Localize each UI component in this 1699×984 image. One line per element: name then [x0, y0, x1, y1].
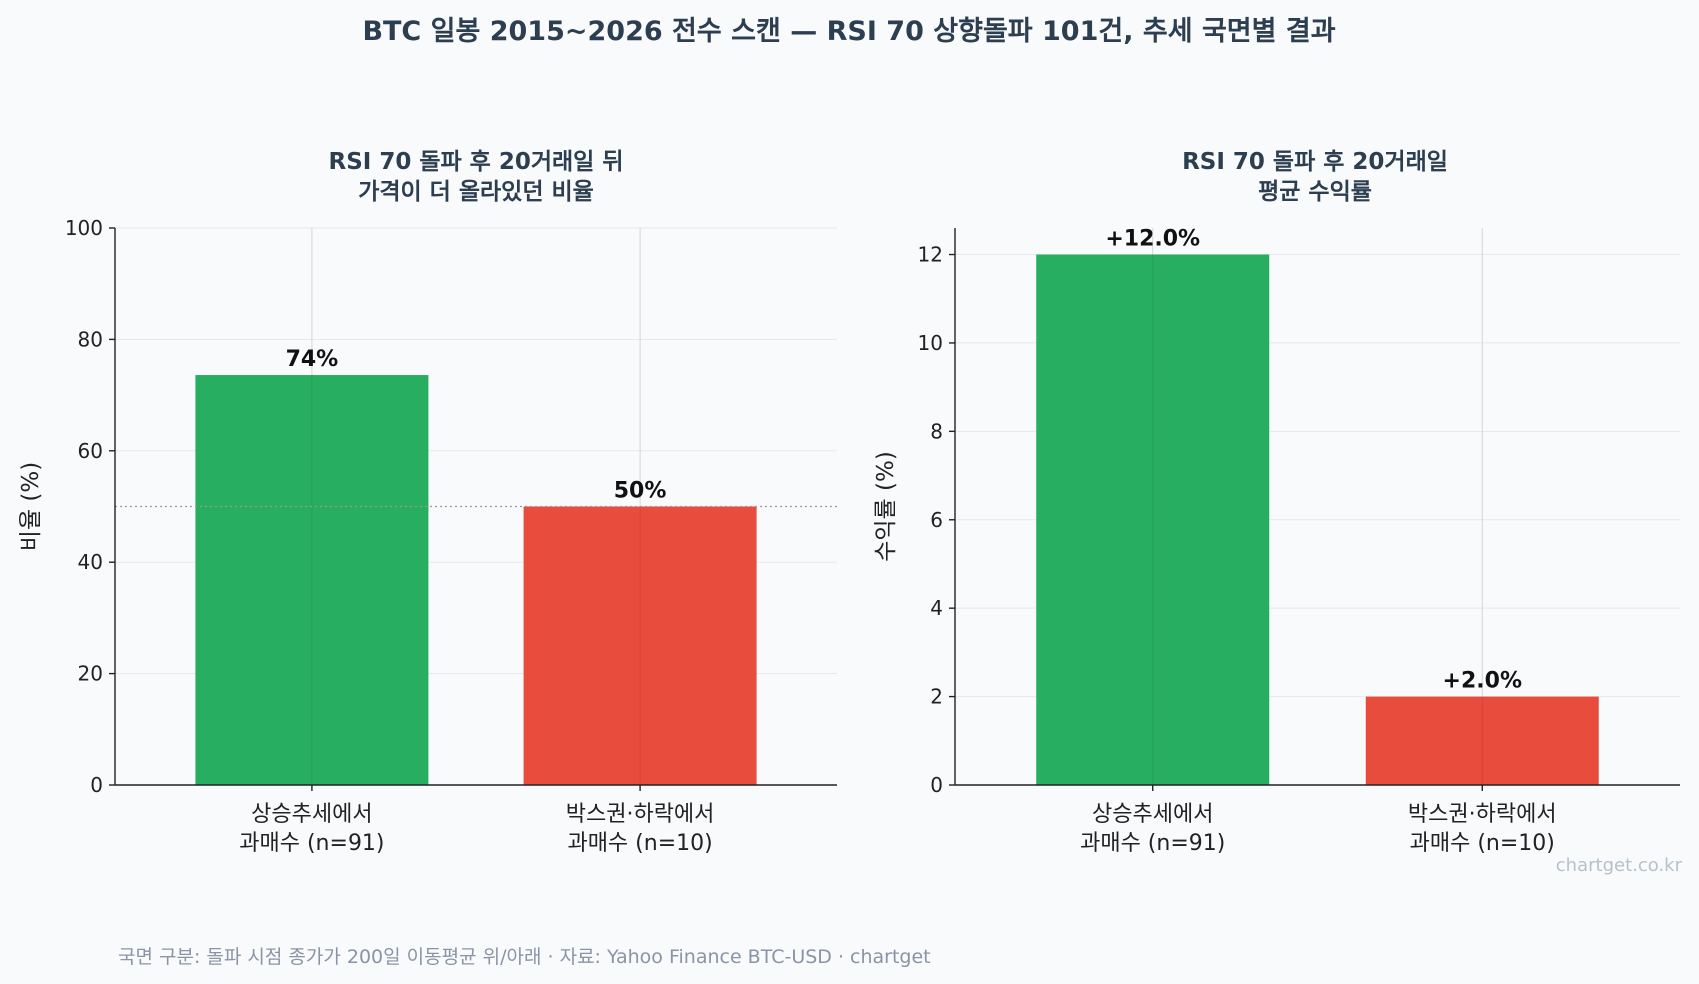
bar-2 — [1365, 696, 1599, 785]
panel-title-line-1: RSI 70 돌파 후 20거래일 뒤 — [328, 149, 623, 175]
data-label-2: 50% — [614, 479, 667, 504]
x-tick-label: 과매수 (n=10) — [567, 831, 712, 856]
y-tick-label: 100 — [65, 216, 103, 240]
x-tick-label: 상승추세에서 — [251, 802, 372, 827]
y-tick-label: 10 — [918, 331, 943, 355]
y-tick-label: 0 — [930, 773, 943, 797]
bar-1 — [1036, 254, 1270, 785]
y-tick-label: 60 — [78, 439, 103, 463]
y-tick-label: 80 — [78, 327, 103, 351]
x-tick-label: 박스권·하락에서 — [1408, 802, 1557, 827]
y-tick-label: 2 — [930, 685, 943, 709]
x-tick-label: 과매수 (n=91) — [1080, 831, 1225, 856]
bar-2 — [523, 506, 757, 785]
data-label-1: 74% — [286, 347, 339, 372]
y-axis-label: 비율 (%) — [18, 462, 44, 551]
data-label-2: +2.0% — [1443, 669, 1522, 694]
data-label-1: +12.0% — [1105, 227, 1200, 252]
figure-title: BTC 일봉 2015~2026 전수 스캔 — RSI 70 상향돌파 101… — [362, 16, 1335, 47]
watermark: chartget.co.kr — [1556, 855, 1683, 876]
footer-note: 국면 구분: 돌파 시점 종가가 200일 이동평균 위/아래 · 자료: Ya… — [118, 946, 931, 968]
x-tick-label: 과매수 (n=10) — [1410, 831, 1555, 856]
y-tick-label: 8 — [930, 419, 943, 443]
x-tick-label: 과매수 (n=91) — [239, 831, 384, 856]
y-tick-label: 6 — [930, 508, 943, 532]
y-tick-label: 0 — [90, 773, 103, 797]
bar-1 — [195, 375, 429, 785]
y-tick-label: 20 — [78, 662, 103, 686]
x-tick-label: 박스권·하락에서 — [566, 802, 715, 827]
y-tick-label: 40 — [78, 550, 103, 574]
panel-title-line-2: 평균 수익률 — [1258, 179, 1372, 205]
panel-title-line-2: 가격이 더 올라있던 비율 — [358, 179, 594, 205]
y-axis-label: 수익률 (%) — [873, 451, 899, 562]
x-tick-label: 상승추세에서 — [1092, 802, 1213, 827]
y-tick-label: 4 — [930, 596, 943, 620]
panel-title-line-1: RSI 70 돌파 후 20거래일 — [1182, 149, 1448, 175]
y-tick-label: 12 — [918, 243, 943, 267]
